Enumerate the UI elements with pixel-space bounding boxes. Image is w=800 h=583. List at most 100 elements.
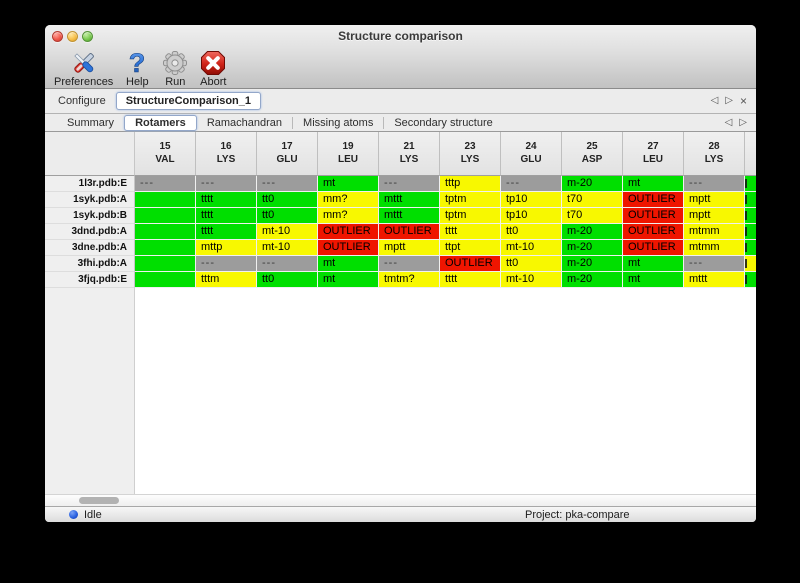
rotamer-cell[interactable]: tt0 <box>257 272 318 288</box>
title-bar[interactable]: Structure comparison <box>45 25 756 47</box>
tab-missing-atoms[interactable]: Missing atoms <box>303 116 374 129</box>
zoom-window-button[interactable] <box>82 31 93 42</box>
rotamer-cell[interactable]: tmtm? <box>379 272 440 288</box>
rotamer-cell[interactable]: --- <box>501 176 562 192</box>
rotamer-cell[interactable]: --- <box>684 256 745 272</box>
rotamer-cell-partial[interactable] <box>745 240 756 256</box>
rotamer-cell[interactable]: t <box>135 272 196 288</box>
rotamer-cell[interactable]: mt <box>623 176 684 192</box>
rotamer-cell[interactable]: tttt <box>440 224 501 240</box>
rotamer-cell[interactable]: tt0 <box>257 192 318 208</box>
rotamer-cell[interactable]: --- <box>196 176 257 192</box>
rotamer-cell[interactable]: mt <box>318 272 379 288</box>
rotamer-cell[interactable]: mt <box>318 256 379 272</box>
run-button[interactable]: Run <box>161 49 189 88</box>
rotamer-cell[interactable]: --- <box>257 256 318 272</box>
help-button[interactable]: ? Help <box>123 48 151 88</box>
rotamer-cell[interactable]: mttt <box>379 192 440 208</box>
rotamer-cell[interactable]: t <box>135 208 196 224</box>
minimize-window-button[interactable] <box>67 31 78 42</box>
tab-rotamers[interactable]: Rotamers <box>124 114 197 131</box>
rotamer-cell[interactable]: tttm <box>196 272 257 288</box>
tab-summary[interactable]: Summary <box>67 116 115 129</box>
rotamer-cell-partial[interactable] <box>745 224 756 240</box>
rotamer-cell[interactable]: --- <box>379 256 440 272</box>
configure-next-icon[interactable]: ▷ <box>725 95 733 106</box>
horizontal-scrollbar[interactable] <box>45 494 756 506</box>
rotamer-cell[interactable]: mptt <box>379 240 440 256</box>
clipped-text-mark <box>745 275 747 284</box>
tab-ramachandran[interactable]: Ramachandran <box>206 116 283 129</box>
rotamer-cell[interactable]: mm? <box>318 192 379 208</box>
abort-button[interactable]: Abort <box>199 49 227 88</box>
rotamer-cell[interactable]: tttt <box>440 272 501 288</box>
rotamer-cell[interactable]: t <box>135 224 196 240</box>
configure-selected-chip[interactable]: StructureComparison_1 <box>115 92 262 110</box>
rotamer-cell[interactable]: --- <box>196 256 257 272</box>
rotamer-cell-partial[interactable] <box>745 272 756 288</box>
rotamer-cell[interactable]: tp10 <box>501 208 562 224</box>
tab-secondary-structure[interactable]: Secondary structure <box>394 116 493 129</box>
rotamer-cell[interactable]: t <box>135 192 196 208</box>
rotamer-cell-partial[interactable] <box>745 256 756 272</box>
preferences-button[interactable]: Preferences <box>54 49 113 88</box>
rotamer-cell[interactable]: tttt <box>196 224 257 240</box>
rotamer-cell[interactable]: tttt <box>196 192 257 208</box>
rotamer-cell-partial[interactable] <box>745 192 756 208</box>
rotamer-cell[interactable]: mt-10 <box>257 224 318 240</box>
rotamer-cell[interactable]: OUTLIER <box>440 256 501 272</box>
rotamer-cell[interactable]: mt-10 <box>257 240 318 256</box>
row-label: 3dne.pdb:A <box>45 240 135 256</box>
rotamer-cell[interactable]: t70 <box>562 208 623 224</box>
rotamer-cell[interactable]: --- <box>257 176 318 192</box>
rotamer-cell[interactable]: t70 <box>562 192 623 208</box>
rotamer-cell[interactable]: mtmm <box>684 224 745 240</box>
configure-prev-icon[interactable]: ◁ <box>710 95 719 106</box>
configure-close-icon[interactable]: × <box>739 94 747 108</box>
rotamer-cell[interactable]: --- <box>135 176 196 192</box>
rotamer-cell[interactable]: OUTLIER <box>318 224 379 240</box>
rotamer-cell[interactable]: t <box>135 256 196 272</box>
rotamer-cell[interactable]: m-20 <box>562 176 623 192</box>
horizontal-scrollbar-thumb[interactable] <box>79 497 119 504</box>
rotamer-cell[interactable]: mt <box>623 256 684 272</box>
rotamer-cell[interactable]: m-20 <box>562 272 623 288</box>
rotamer-cell[interactable]: OUTLIER <box>379 224 440 240</box>
rotamer-cell[interactable]: m-20 <box>562 240 623 256</box>
rotamer-cell[interactable]: mt-10 <box>501 272 562 288</box>
rotamer-cell[interactable]: m-20 <box>562 224 623 240</box>
rotamer-cell[interactable]: mttt <box>684 272 745 288</box>
rotamer-cell[interactable]: tttp <box>440 176 501 192</box>
tabs-next-icon[interactable]: ▷ <box>739 116 747 128</box>
rotamer-cell[interactable]: mt <box>318 176 379 192</box>
rotamer-cell[interactable]: mttp <box>196 240 257 256</box>
rotamer-cell[interactable]: mttt <box>379 208 440 224</box>
rotamer-cell-partial[interactable] <box>745 208 756 224</box>
rotamer-cell[interactable]: tt0 <box>501 224 562 240</box>
rotamer-cell[interactable]: mt <box>623 272 684 288</box>
rotamer-cell[interactable]: mtmm <box>684 240 745 256</box>
rotamer-cell[interactable]: OUTLIER <box>318 240 379 256</box>
rotamer-cell[interactable]: OUTLIER <box>623 224 684 240</box>
rotamer-cell[interactable]: --- <box>379 176 440 192</box>
rotamer-cell[interactable]: OUTLIER <box>623 208 684 224</box>
rotamer-cell[interactable]: mt-10 <box>501 240 562 256</box>
rotamer-cell[interactable]: tt0 <box>257 208 318 224</box>
rotamer-cell[interactable]: --- <box>684 176 745 192</box>
rotamer-cell[interactable]: OUTLIER <box>623 240 684 256</box>
rotamer-cell[interactable]: tptm <box>440 208 501 224</box>
tabs-prev-icon[interactable]: ◁ <box>724 116 733 128</box>
rotamer-cell[interactable]: tt0 <box>501 256 562 272</box>
rotamer-cell[interactable]: tttt <box>196 208 257 224</box>
rotamer-cell[interactable]: mptt <box>684 192 745 208</box>
rotamer-cell[interactable]: OUTLIER <box>623 192 684 208</box>
close-window-button[interactable] <box>52 31 63 42</box>
rotamer-cell[interactable]: tptm <box>440 192 501 208</box>
rotamer-cell[interactable]: ttpt <box>440 240 501 256</box>
rotamer-cell[interactable]: t <box>135 240 196 256</box>
rotamer-cell[interactable]: mm? <box>318 208 379 224</box>
rotamer-cell-partial[interactable] <box>745 176 756 192</box>
rotamer-cell[interactable]: m-20 <box>562 256 623 272</box>
rotamer-cell[interactable]: tp10 <box>501 192 562 208</box>
rotamer-cell[interactable]: mptt <box>684 208 745 224</box>
